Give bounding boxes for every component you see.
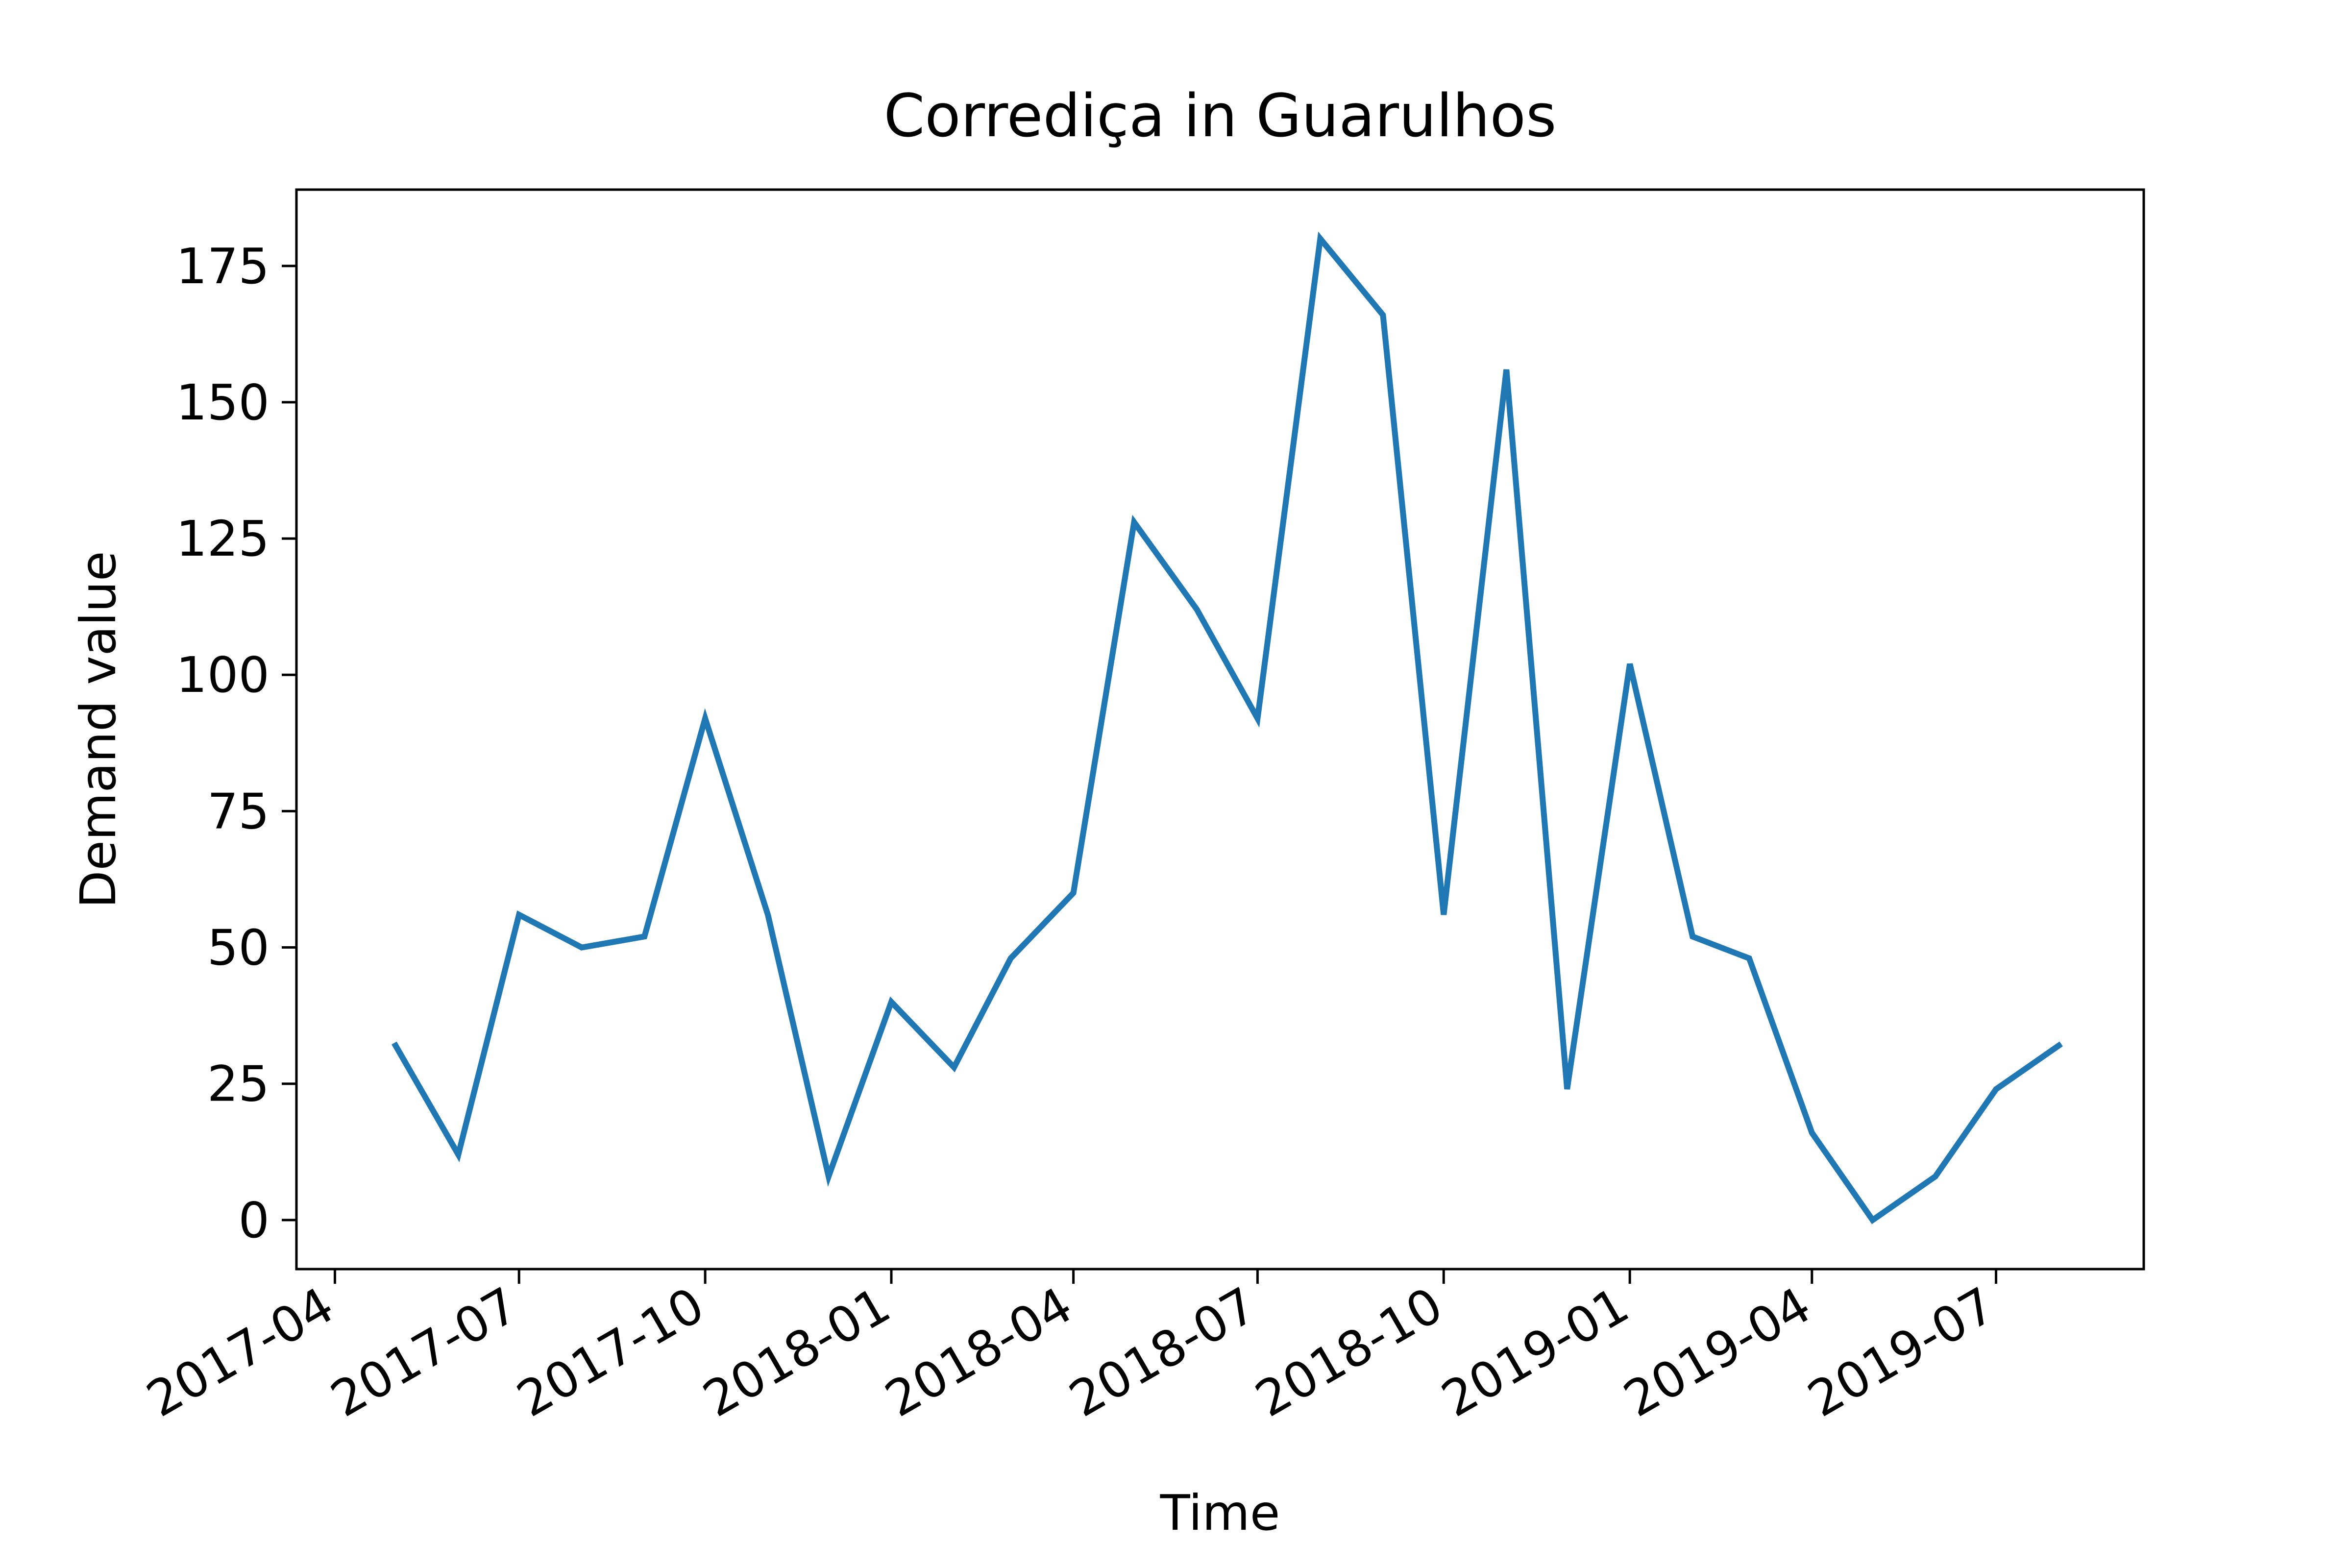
- data-point: [1073, 892, 1074, 893]
- y-axis-ticks: 0 25 50 75 100 125 150 175: [176, 238, 296, 1249]
- data-point: [395, 1045, 396, 1046]
- data-point: [1567, 1089, 1568, 1090]
- data-point: [2058, 1045, 2059, 1046]
- data-point: [1872, 1220, 1873, 1221]
- data-point: [1382, 315, 1383, 316]
- data-point: [1134, 522, 1135, 523]
- data-point: [828, 1176, 829, 1177]
- data-point: [1010, 958, 1011, 959]
- data-point: [1197, 609, 1198, 610]
- data-point: [518, 914, 519, 915]
- data-point: [1812, 1132, 1813, 1133]
- y-tick-label: 100: [176, 646, 270, 704]
- data-point: [458, 1154, 459, 1155]
- data-point: [1629, 663, 1630, 664]
- data-point: [1749, 958, 1750, 959]
- data-point: [954, 1067, 955, 1068]
- chart-title: Corrediça in Guarulhos: [884, 82, 1557, 150]
- data-point: [1320, 238, 1321, 239]
- y-tick-label: 175: [176, 238, 270, 295]
- y-tick-label: 50: [207, 919, 270, 977]
- y-tick-label: 25: [207, 1055, 270, 1113]
- data-point: [891, 1002, 892, 1003]
- x-axis-label: Time: [1160, 1484, 1280, 1542]
- data-point: [1935, 1176, 1936, 1177]
- y-tick-label: 0: [238, 1192, 270, 1249]
- y-tick-label: 125: [176, 510, 270, 567]
- data-point: [644, 936, 645, 937]
- series-line-0: [392, 231, 2063, 1225]
- y-tick-label: 150: [176, 374, 270, 431]
- y-axis-label: Demand value: [70, 551, 127, 908]
- series-layer: [392, 231, 2063, 1225]
- data-point: [1506, 369, 1507, 370]
- plot-area-frame: [295, 188, 2145, 1271]
- data-point: [581, 947, 582, 948]
- data-point: [1443, 914, 1444, 915]
- data-point: [767, 914, 768, 915]
- data-point: [1257, 718, 1258, 719]
- data-point: [1996, 1089, 1997, 1090]
- data-point: [1692, 936, 1693, 937]
- data-point: [705, 718, 706, 719]
- y-tick-label: 75: [207, 783, 270, 840]
